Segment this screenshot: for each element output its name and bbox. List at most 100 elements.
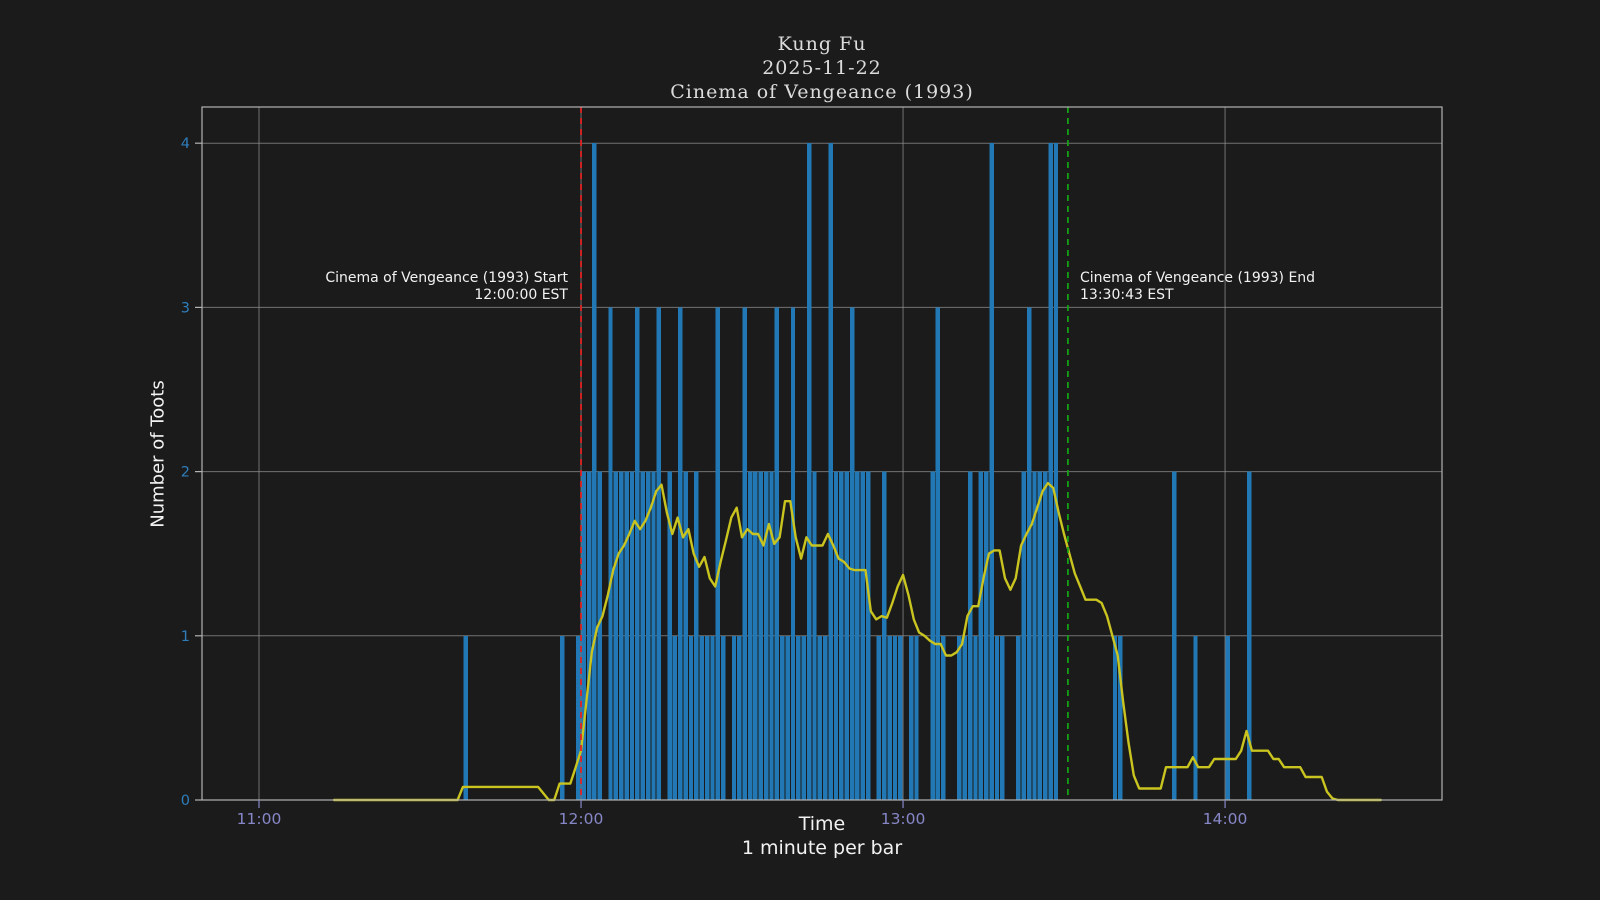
toot-bar [656,307,661,800]
chart-title-date: 2025-11-22 [762,57,882,79]
toot-bar [613,471,619,800]
toot-bar [560,635,565,800]
toot-bar [967,471,973,800]
toot-bar [930,471,935,800]
chart-title-show: Kung Fu [777,33,867,55]
toot-bar [785,635,790,800]
toot-bar [1037,471,1043,800]
toot-bar [882,471,887,800]
plot-border [201,106,1443,801]
toot-bar [876,635,882,800]
toot-bar [769,471,774,800]
toot-bar [753,471,758,800]
chart-title: Kung Fu 2025-11-22 Cinema of Vengeance (… [422,32,1222,104]
toot-bar [463,635,468,800]
toot-bar [710,635,715,800]
toot-bar [721,635,726,800]
toot-bar [908,635,914,800]
toot-bar [994,635,1000,800]
toot-bar [651,471,656,800]
end-annotation-label: Cinema of Vengeance (1993) End [1080,270,1316,286]
end-annotation: Cinema of Vengeance (1993) End 13:30:43 … [1080,270,1315,303]
toot-bar [914,635,919,800]
toot-bar [737,635,742,800]
toot-bar [855,471,860,800]
toot-bar [1193,635,1198,800]
toot-bar [667,471,672,800]
x-tick-label: 13:00 [881,810,926,828]
toot-bar [984,471,989,800]
toot-bar [1048,143,1053,800]
toot-bar [1021,471,1026,800]
toot-bar [780,635,785,800]
end-annotation-time: 13:30:43 EST [1080,286,1174,303]
start-annotation-label: Cinema of Vengeance (1993) Start [325,270,568,286]
toot-bar [1032,471,1037,800]
rolling-average-line [332,481,1382,802]
toot-bar [576,635,581,800]
x-tick-label: 14:00 [1203,810,1248,828]
toot-bar [849,307,855,800]
toot-bar [866,471,871,800]
toot-bar [812,471,817,800]
toot-bar [962,635,967,800]
toot-bar [1247,471,1252,800]
toot-bar [823,635,828,800]
y-tick-label: 0 [181,793,190,809]
toot-bar [764,471,769,800]
toot-bar [898,635,903,800]
y-tick-label: 3 [181,300,190,316]
toot-bar [978,471,984,800]
toot-bar [635,307,640,800]
toot-bar [747,471,753,800]
toot-bar [645,471,651,800]
toot-bar [597,471,602,800]
toot-bar [796,635,801,800]
x-tick-label: 12:00 [559,810,604,828]
y-tick-label: 2 [181,465,190,481]
toot-bar [790,307,796,800]
x-axis-label-sub: 1 minute per bar [741,837,903,859]
toot-bar [806,143,812,800]
toot-bar [844,471,849,800]
toot-bar [629,471,635,800]
toot-bar [688,635,694,800]
toot-bar [941,635,946,800]
toot-bar [887,635,892,800]
toot-bar [699,635,704,800]
toot-bar [1171,471,1177,800]
toot-bar [758,471,763,800]
toot-bar [1000,635,1005,800]
toot-bar [694,471,699,800]
x-axis-label-main: Time [798,813,846,835]
start-annotation-time: 12:00:00 EST [474,286,568,303]
toot-bar [608,307,613,800]
start-annotation: Cinema of Vengeance (1993) Start 12:00:0… [325,270,568,303]
toot-bar [989,143,994,800]
toot-bar [715,307,721,800]
toot-bar [828,143,833,800]
toot-bar [640,471,645,800]
toot-bar [935,307,941,800]
toot-bar [1118,635,1123,800]
toot-bar [1053,143,1059,800]
toot-bar [1043,471,1048,800]
y-tick-label: 4 [181,136,190,152]
toot-bar [1027,307,1032,800]
toot-bar [619,471,624,800]
toot-bar [1016,635,1021,800]
toot-bar [801,635,806,800]
x-tick-label: 11:00 [237,810,282,828]
toot-bar [839,471,844,800]
y-axis-label: Number of Toots [147,380,169,528]
toot-bar [586,471,592,800]
toot-bar [592,143,597,800]
toot-bar [817,635,823,800]
toot-bar [1225,635,1230,800]
toot-bar [678,307,683,800]
toot-bar [704,635,710,800]
toot-bar [672,635,678,800]
toot-bar [973,635,978,800]
toot-bar [742,307,747,800]
